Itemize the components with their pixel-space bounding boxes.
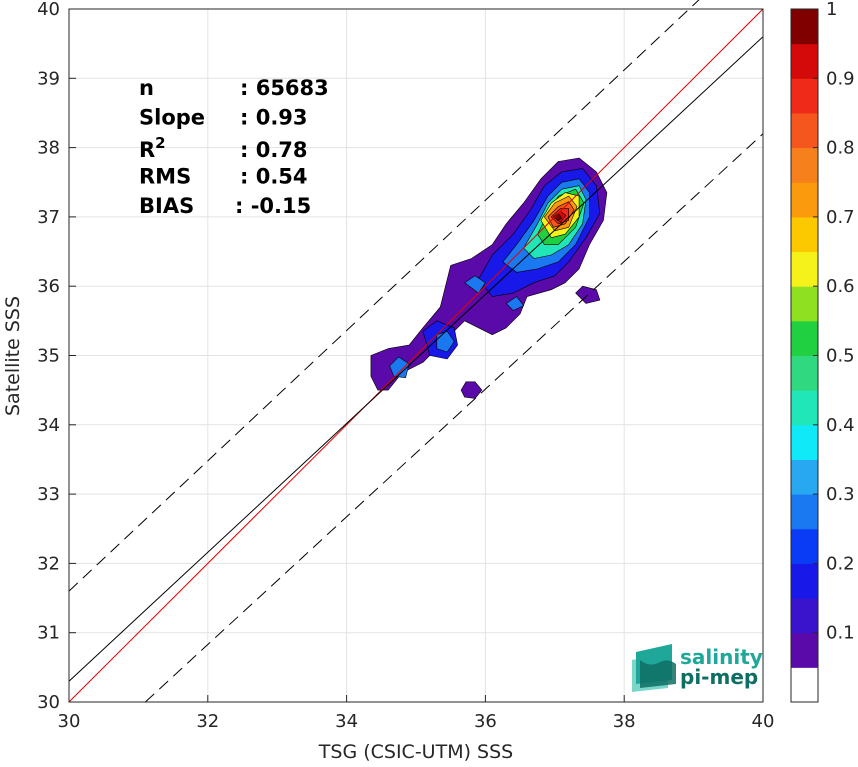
y-tick-label: 36 bbox=[37, 276, 60, 297]
stat-label: Slope bbox=[139, 106, 205, 130]
y-tick-label: 35 bbox=[37, 346, 60, 367]
stat-value: : 0.78 bbox=[240, 138, 308, 162]
y-tick-label: 33 bbox=[37, 484, 60, 505]
colorbar-segment bbox=[791, 494, 818, 530]
colorbar-segment bbox=[791, 667, 818, 703]
y-tick-label: 32 bbox=[37, 553, 60, 574]
colorbar-tick-label: 0.5 bbox=[826, 346, 855, 367]
colorbar-segment bbox=[791, 43, 818, 79]
colorbar-tick-label: 0.7 bbox=[826, 207, 855, 228]
colorbar-segment bbox=[791, 286, 818, 322]
colorbar-segment bbox=[791, 78, 818, 114]
reference-lines bbox=[68, 0, 764, 703]
colorbar-tick-label: 0.2 bbox=[826, 553, 855, 574]
colorbar-tick-label: 0.4 bbox=[826, 415, 855, 436]
colorbar-segment bbox=[791, 459, 818, 495]
y-tick-label: 31 bbox=[37, 623, 60, 644]
colorbar-tick-label: 0.6 bbox=[826, 276, 855, 297]
density-region bbox=[554, 213, 563, 221]
colorbar-tick-label: 0.3 bbox=[826, 484, 855, 505]
y-axis-label: Satellite SSS bbox=[2, 296, 24, 416]
logo-wave-front bbox=[640, 660, 676, 688]
colorbar-segment bbox=[791, 355, 818, 391]
colorbar-segment bbox=[791, 147, 818, 183]
density-region bbox=[460, 381, 483, 399]
colorbar-segment bbox=[791, 182, 818, 218]
x-tick-label: 40 bbox=[752, 711, 775, 732]
regression-line bbox=[68, 36, 764, 682]
y-tick-label: 34 bbox=[37, 415, 60, 436]
x-tick-label: 38 bbox=[613, 711, 636, 732]
colorbar-segment bbox=[791, 528, 818, 564]
x-tick-labels: 30 32 34 36 38 40 bbox=[58, 695, 775, 732]
x-tick-label: 36 bbox=[474, 711, 497, 732]
y-tick-label: 40 bbox=[37, 0, 60, 20]
x-axis-label: TSG (CSIC-UTM) SSS bbox=[318, 741, 513, 763]
stat-value: : 0.93 bbox=[240, 106, 308, 130]
x-tick-label: 32 bbox=[196, 711, 219, 732]
upper-bound-line bbox=[68, 0, 700, 592]
gridlines bbox=[69, 9, 763, 702]
colorbar-segment bbox=[791, 632, 818, 668]
colorbar-segment bbox=[791, 598, 818, 634]
logo-line-2: pi-mep bbox=[680, 665, 758, 689]
x-tick-label: 34 bbox=[335, 711, 358, 732]
colorbar-segment bbox=[791, 112, 818, 149]
colorbar-tick-label: 1 bbox=[826, 0, 837, 20]
colorbar: 0.1 0.2 0.3 0.4 0.5 0.6 0.7 0.8 0.9 1 bbox=[790, 0, 855, 703]
stat-value: : -0.15 bbox=[235, 194, 311, 218]
x-tick-label: 30 bbox=[58, 711, 81, 732]
colorbar-segment bbox=[791, 216, 818, 253]
stat-label: RMS bbox=[139, 165, 191, 189]
y-tick-label: 38 bbox=[37, 138, 60, 159]
stat-label: BIAS bbox=[139, 194, 194, 218]
density-region bbox=[464, 275, 486, 294]
1:1-line bbox=[68, 8, 764, 703]
colorbar-tick-label: 0.8 bbox=[826, 138, 855, 159]
stat-value: : 65683 bbox=[240, 76, 329, 100]
superscript: 2 bbox=[155, 134, 165, 152]
y-tick-labels: 30 31 32 33 34 35 36 37 38 39 40 bbox=[37, 0, 76, 713]
stat-value: : 0.54 bbox=[240, 165, 308, 189]
colorbar-tick-label: 0.1 bbox=[826, 623, 855, 644]
colorbar-segment bbox=[791, 390, 818, 426]
y-tick-label: 30 bbox=[37, 692, 60, 713]
logo-line-1: salinity bbox=[680, 645, 763, 669]
colorbar-tick-label: 0.9 bbox=[826, 68, 855, 89]
y-tick-label: 37 bbox=[37, 207, 60, 228]
colorbar-segment bbox=[791, 251, 818, 287]
stat-label: n bbox=[139, 76, 154, 100]
y-tick-label: 39 bbox=[37, 68, 60, 89]
colorbar-segment bbox=[791, 424, 818, 460]
lower-bound-line bbox=[145, 133, 764, 703]
density-region bbox=[389, 356, 410, 379]
density-region bbox=[505, 296, 524, 311]
colorbar-segment bbox=[791, 9, 818, 45]
colorbar-segment bbox=[791, 320, 818, 356]
colorbar-segment bbox=[791, 563, 818, 599]
